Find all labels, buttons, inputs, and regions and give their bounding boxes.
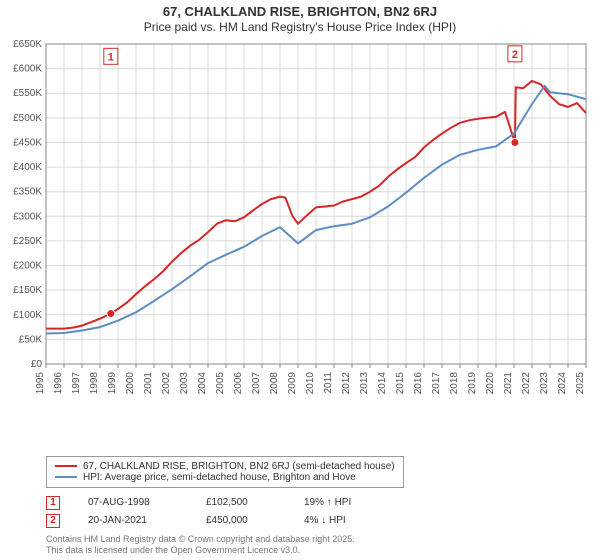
sale-marker-number: 1 [108, 51, 114, 63]
sale-marker-number: 2 [512, 49, 518, 61]
x-tick-label: 1999 [107, 372, 118, 395]
x-tick-label: 2020 [485, 372, 496, 395]
x-tick-label: 1995 [35, 372, 46, 395]
sale-hpi-delta: 4% ↓ HPI [304, 515, 346, 526]
x-tick-label: 1996 [53, 372, 64, 395]
sales-table: 1 07-AUG-1998 £102,500 19% ↑ HPI 2 20-JAN-202… [46, 494, 592, 530]
x-tick-label: 2004 [197, 372, 208, 395]
x-tick-label: 1998 [89, 372, 100, 395]
legend-label: HPI: Average price, semi-detached house,… [83, 472, 356, 483]
sale-date: 20-JAN-2021 [88, 515, 178, 526]
y-tick-label: £400K [13, 162, 42, 173]
sale-marker-icon: 1 [46, 496, 60, 510]
x-tick-label: 2003 [179, 372, 190, 395]
x-tick-label: 2002 [161, 372, 172, 395]
footer-line-1: Contains HM Land Registry data © Crown c… [46, 534, 592, 545]
x-tick-label: 2013 [359, 372, 370, 395]
attribution-footer: Contains HM Land Registry data © Crown c… [46, 534, 592, 557]
x-tick-label: 2005 [215, 372, 226, 395]
x-tick-label: 2016 [413, 372, 424, 395]
y-tick-label: £100K [13, 310, 42, 321]
x-tick-label: 2006 [233, 372, 244, 395]
price-chart: £0 £50K £100K £150K £200K £250K £300K £350K £400… [8, 38, 592, 452]
x-tick-label: 2012 [341, 372, 352, 395]
x-tick-label: 2011 [323, 372, 334, 394]
sale-point [107, 310, 115, 318]
legend-swatch [55, 476, 77, 478]
sale-price: £102,500 [206, 497, 276, 508]
page-subtitle: Price paid vs. HM Land Registry's House … [8, 20, 592, 34]
footer-line-2: This data is licensed under the Open Gov… [46, 545, 592, 556]
y-tick-label: £300K [13, 211, 42, 222]
x-tick-label: 2021 [503, 372, 514, 395]
legend-label: 67, CHALKLAND RISE, BRIGHTON, BN2 6RJ (s… [83, 461, 395, 472]
y-tick-label: £200K [13, 261, 42, 272]
page-title: 67, CHALKLAND RISE, BRIGHTON, BN2 6RJ [8, 4, 592, 19]
x-tick-label: 2008 [269, 372, 280, 395]
x-tick-label: 2019 [467, 372, 478, 395]
y-tick-label: £50K [19, 334, 43, 345]
sale-point [511, 138, 519, 146]
x-tick-label: 2014 [377, 372, 388, 395]
y-tick-label: £150K [13, 285, 42, 296]
legend-swatch [55, 465, 77, 467]
sale-price: £450,000 [206, 515, 276, 526]
sale-hpi-delta: 19% ↑ HPI [304, 497, 351, 508]
y-tick-label: £350K [13, 187, 42, 198]
y-tick-label: £250K [13, 236, 42, 247]
x-tick-label: 2022 [521, 372, 532, 395]
x-tick-label: 2000 [125, 372, 136, 395]
y-tick-label: £450K [13, 137, 42, 148]
x-tick-label: 2024 [557, 372, 568, 395]
x-tick-label: 2015 [395, 372, 406, 395]
y-tick-label: £0 [31, 359, 43, 370]
x-tick-label: 2025 [575, 372, 586, 395]
y-tick-label: £550K [13, 88, 42, 99]
sale-row: 2 20-JAN-2021 £450,000 4% ↓ HPI [46, 512, 592, 530]
x-tick-label: 2023 [539, 372, 550, 395]
chart-svg: £0 £50K £100K £150K £200K £250K £300K £350K £400… [8, 38, 592, 410]
y-tick-label: £650K [13, 39, 42, 50]
y-tick-label: £500K [13, 113, 42, 124]
x-tick-label: 2018 [449, 372, 460, 395]
legend-item: HPI: Average price, semi-detached house,… [55, 472, 395, 483]
y-tick-label: £600K [13, 64, 42, 75]
x-tick-label: 2010 [305, 372, 316, 395]
x-tick-label: 2001 [143, 372, 154, 395]
sale-row: 1 07-AUG-1998 £102,500 19% ↑ HPI [46, 494, 592, 512]
sale-date: 07-AUG-1998 [88, 497, 178, 508]
sale-marker-icon: 2 [46, 514, 60, 528]
x-tick-label: 2009 [287, 372, 298, 395]
x-tick-label: 2017 [431, 372, 442, 395]
legend: 67, CHALKLAND RISE, BRIGHTON, BN2 6RJ (s… [46, 456, 404, 488]
legend-item: 67, CHALKLAND RISE, BRIGHTON, BN2 6RJ (s… [55, 461, 395, 472]
x-tick-label: 1997 [71, 372, 82, 395]
x-tick-label: 2007 [251, 372, 262, 395]
